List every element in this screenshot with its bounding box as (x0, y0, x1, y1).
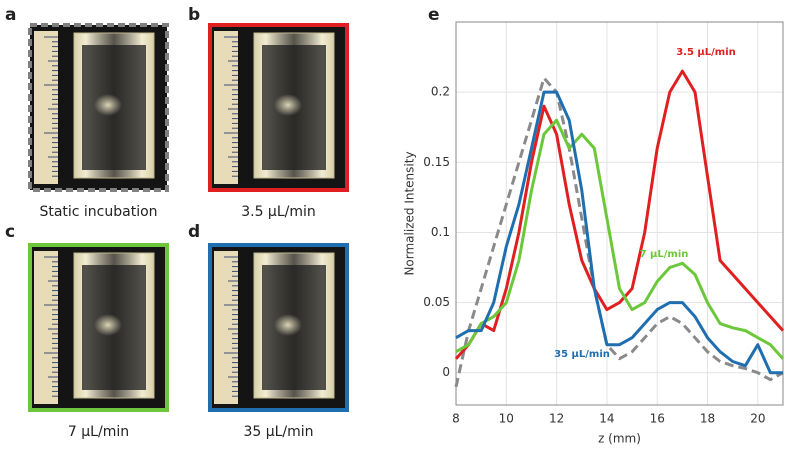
ruler (34, 31, 58, 184)
x-tick-label: 14 (599, 412, 614, 426)
series-line (455, 118, 785, 360)
x-tick-label: 8 (452, 412, 460, 426)
photo (208, 243, 349, 412)
aggregate (274, 314, 302, 336)
y-tick-label: 0 (442, 365, 450, 379)
panel-label: d (188, 222, 200, 242)
aggregate (94, 314, 122, 336)
y-tick-label: 0.1 (431, 225, 450, 239)
x-tick-label: 18 (700, 412, 715, 426)
series-label: 7 μL/min (640, 249, 689, 260)
caption: Static incubation (39, 204, 157, 220)
series-label: 35 μL/min (554, 349, 610, 360)
photo-border (28, 243, 169, 412)
series-line (454, 69, 785, 360)
series-line (454, 76, 784, 388)
panel-label: b (188, 5, 200, 25)
photo (208, 23, 349, 192)
aggregate (94, 94, 122, 116)
series-label: 3.5 μL/min (676, 47, 736, 58)
y-tick-label: 0.05 (423, 295, 450, 309)
photo-border (208, 243, 349, 412)
x-tick-label: 12 (549, 412, 564, 426)
x-tick-label: 20 (750, 412, 765, 426)
caption: 35 μL/min (243, 424, 313, 440)
photo-border (28, 23, 169, 192)
panel-label: e (428, 5, 440, 25)
ruler (214, 31, 238, 184)
x-tick-label: 16 (650, 412, 665, 426)
y-axis-label: Normalized Intensity (403, 151, 417, 275)
x-tick-label: 10 (499, 412, 514, 426)
series-line (455, 90, 783, 375)
photo (28, 243, 169, 412)
aggregate (274, 94, 302, 116)
photo (28, 23, 169, 192)
ruler (214, 251, 238, 404)
caption: 7 μL/min (68, 424, 129, 440)
x-axis-label: z (mm) (598, 432, 641, 446)
caption: 3.5 μL/min (241, 204, 316, 220)
y-tick-label: 0.2 (431, 85, 450, 99)
panel-label: a (5, 5, 16, 25)
y-tick-label: 0.15 (423, 155, 450, 169)
ruler (34, 251, 58, 404)
plot-frame (455, 21, 784, 406)
photo-border (208, 23, 349, 192)
panel-label: c (5, 222, 15, 242)
